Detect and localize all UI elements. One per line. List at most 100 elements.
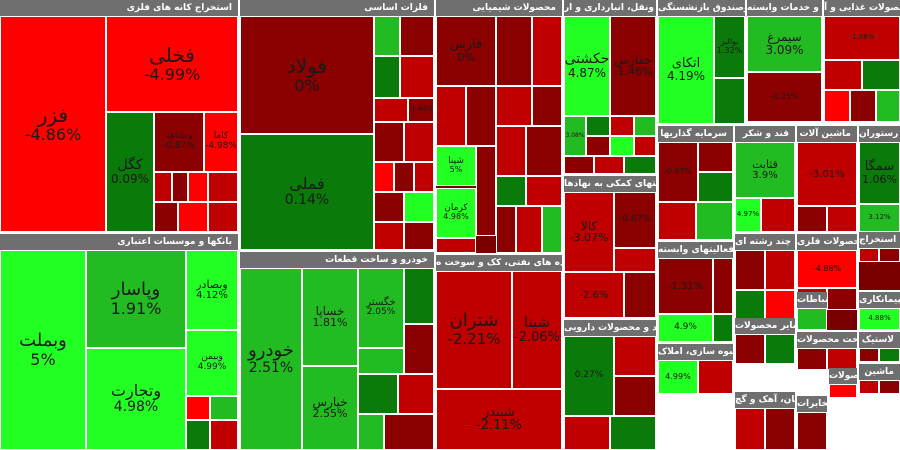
stock-tile[interactable]: حکشتی 4.87% <box>564 16 610 116</box>
stock-tile[interactable]: فارس 0% <box>436 16 496 86</box>
stock-tile-small[interactable] <box>797 308 827 330</box>
sector-title[interactable]: بیمه وصندوق بازنشستگی <box>658 0 745 16</box>
stock-tile-small[interactable] <box>374 98 408 122</box>
stock-tile-small[interactable] <box>358 414 384 450</box>
stock-tile-small[interactable] <box>400 56 434 98</box>
sector-title[interactable]: سایر محصولات <box>735 318 795 334</box>
stock-tile-small[interactable] <box>698 142 733 172</box>
stock-tile-small[interactable] <box>496 176 526 206</box>
stock-tile[interactable]: خگستر 2.05% <box>358 268 404 348</box>
stock-tile[interactable]: -1.31% <box>658 258 713 314</box>
stock-tile-small[interactable] <box>496 16 532 86</box>
stock-tile-small[interactable] <box>404 192 434 222</box>
stock-tile-small[interactable] <box>797 412 827 450</box>
stock-tile[interactable]: وتجارت 4.98% <box>86 348 186 450</box>
stock-tile-small[interactable] <box>542 206 562 253</box>
stock-tile[interactable]: 4.99% <box>658 360 698 394</box>
stock-tile-small[interactable] <box>614 376 656 416</box>
stock-tile-small[interactable] <box>496 126 526 176</box>
stock-tile-small[interactable] <box>862 60 900 90</box>
stock-tile-small[interactable] <box>154 172 172 202</box>
stock-tile-small[interactable] <box>532 86 562 126</box>
stock-tile[interactable]: شبنا -2.06% <box>512 271 562 389</box>
stock-tile[interactable]: وبشاهد -0.87% <box>154 112 204 172</box>
stock-tile-small[interactable] <box>824 90 850 122</box>
stock-tile[interactable]: -0.67% <box>658 142 698 202</box>
stock-tile-small[interactable] <box>526 126 562 176</box>
stock-tile[interactable]: اتکای 4.19% <box>658 16 714 124</box>
stock-tile-small[interactable] <box>850 90 876 122</box>
stock-tile-small[interactable] <box>765 408 795 450</box>
stock-tile[interactable]: وبیمن 4.99% <box>186 330 238 396</box>
sector-title[interactable]: حمل ونقل، انبارداری و ار... <box>564 0 656 16</box>
stock-tile-small[interactable] <box>436 238 476 253</box>
stock-tile-small[interactable] <box>384 414 434 450</box>
stock-tile[interactable]: شتران -2.21% <box>436 271 512 389</box>
stock-tile-small[interactable] <box>829 384 857 398</box>
stock-tile-small[interactable] <box>824 60 862 90</box>
stock-tile-small[interactable] <box>594 156 624 174</box>
stock-tile-small[interactable] <box>404 222 434 250</box>
stock-tile-small[interactable] <box>797 348 827 370</box>
stock-tile[interactable]: وبملت 5% <box>0 250 86 450</box>
stock-tile-small[interactable] <box>658 202 696 240</box>
stock-tile-small[interactable] <box>586 116 610 136</box>
stock-tile-small[interactable] <box>564 156 594 174</box>
sector-title[interactable]: انبوه سازی، املاک <box>658 344 733 360</box>
stock-tile[interactable]: فملی 0.14% <box>240 134 374 250</box>
stock-tile-small[interactable] <box>374 192 404 222</box>
stock-tile-small[interactable] <box>374 56 400 98</box>
sector-title[interactable]: لاستیک <box>859 332 900 348</box>
sector-title[interactable]: هتل و رستوران <box>859 126 900 142</box>
stock-tile-small[interactable] <box>358 348 404 374</box>
stock-tile-small[interactable] <box>210 420 238 450</box>
stock-tile-small[interactable] <box>186 396 210 420</box>
sector-title[interactable]: استخراج <box>859 232 900 248</box>
sector-title[interactable]: ماشین آلات <box>797 126 857 142</box>
stock-tile-small[interactable] <box>532 16 562 86</box>
stock-tile[interactable]: 4.9% <box>658 314 713 342</box>
stock-tile-small[interactable] <box>610 416 656 450</box>
stock-tile[interactable]: -3.01% <box>797 142 857 206</box>
stock-tile-small[interactable] <box>208 172 238 202</box>
stock-tile-small[interactable] <box>398 374 434 414</box>
stock-tile-small[interactable] <box>374 222 404 250</box>
sector-title[interactable]: قند و شکر <box>735 126 795 142</box>
stock-tile-small[interactable] <box>394 162 414 192</box>
sector-title[interactable]: محصولات <box>829 368 857 384</box>
stock-tile-small[interactable] <box>374 122 404 162</box>
stock-tile-small[interactable] <box>476 146 496 236</box>
stock-tile-small[interactable] <box>713 258 733 314</box>
stock-tile-small[interactable] <box>436 86 466 146</box>
stock-tile-small[interactable] <box>879 248 900 262</box>
stock-tile[interactable]: 4.97% <box>735 198 761 232</box>
stock-tile-small[interactable] <box>698 360 733 394</box>
stock-tile-small[interactable] <box>610 116 634 136</box>
stock-tile[interactable]: قثابت 3.9% <box>735 142 795 198</box>
stock-tile-small[interactable] <box>827 206 857 232</box>
stock-tile[interactable]: -4.88% <box>797 250 857 288</box>
stock-tile-small[interactable] <box>404 268 434 324</box>
stock-tile-small[interactable] <box>859 348 879 362</box>
stock-tile-small[interactable] <box>178 202 208 232</box>
stock-tile-small[interactable] <box>374 16 400 56</box>
stock-tile-small[interactable] <box>634 136 656 156</box>
stock-tile-small[interactable] <box>154 202 178 232</box>
stock-tile[interactable]: کالا -3.07% <box>564 192 614 272</box>
sector-title[interactable]: مخابرات <box>797 396 827 412</box>
stock-tile-small[interactable] <box>624 156 656 174</box>
stock-tile-small[interactable] <box>526 176 562 206</box>
sector-title[interactable]: ماشین <box>859 364 900 380</box>
stock-tile[interactable]: فزر -4.86% <box>0 16 106 232</box>
stock-tile[interactable]: -2.6% <box>564 272 624 318</box>
stock-tile[interactable]: وپاسار 1.91% <box>86 250 186 348</box>
sector-title[interactable]: سرمایه گذاریها <box>658 126 733 142</box>
sector-title[interactable]: استخراج کانه های فلزی <box>0 0 238 16</box>
stock-tile-small[interactable] <box>735 250 765 290</box>
stock-tile-small[interactable] <box>761 198 795 232</box>
sector-title[interactable]: بانکها و موسسات اعتباری <box>0 234 238 250</box>
sector-title[interactable]: فراورده های نفتی، کک و سوخت ه... <box>436 255 562 271</box>
stock-tile-small[interactable] <box>735 408 765 450</box>
stock-tile-small[interactable] <box>698 172 733 202</box>
sector-title[interactable]: فلزات اساسی <box>240 0 434 16</box>
